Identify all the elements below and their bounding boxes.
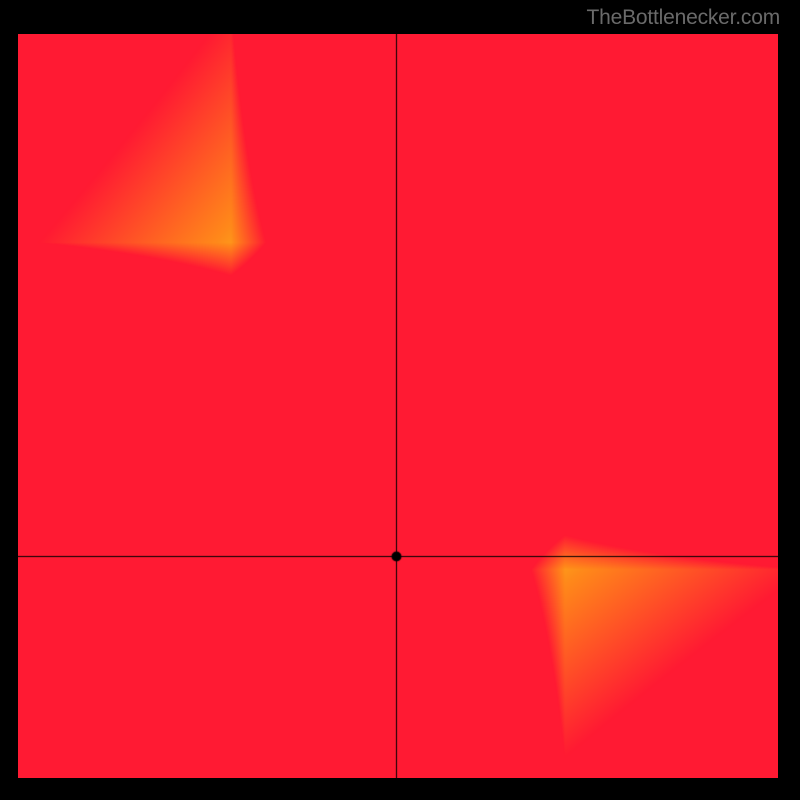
chart-container: TheBottlenecker.com bbox=[0, 0, 800, 800]
plot-area bbox=[18, 34, 778, 778]
bottleneck-heatmap bbox=[18, 34, 778, 778]
watermark-text: TheBottlenecker.com bbox=[587, 6, 780, 30]
